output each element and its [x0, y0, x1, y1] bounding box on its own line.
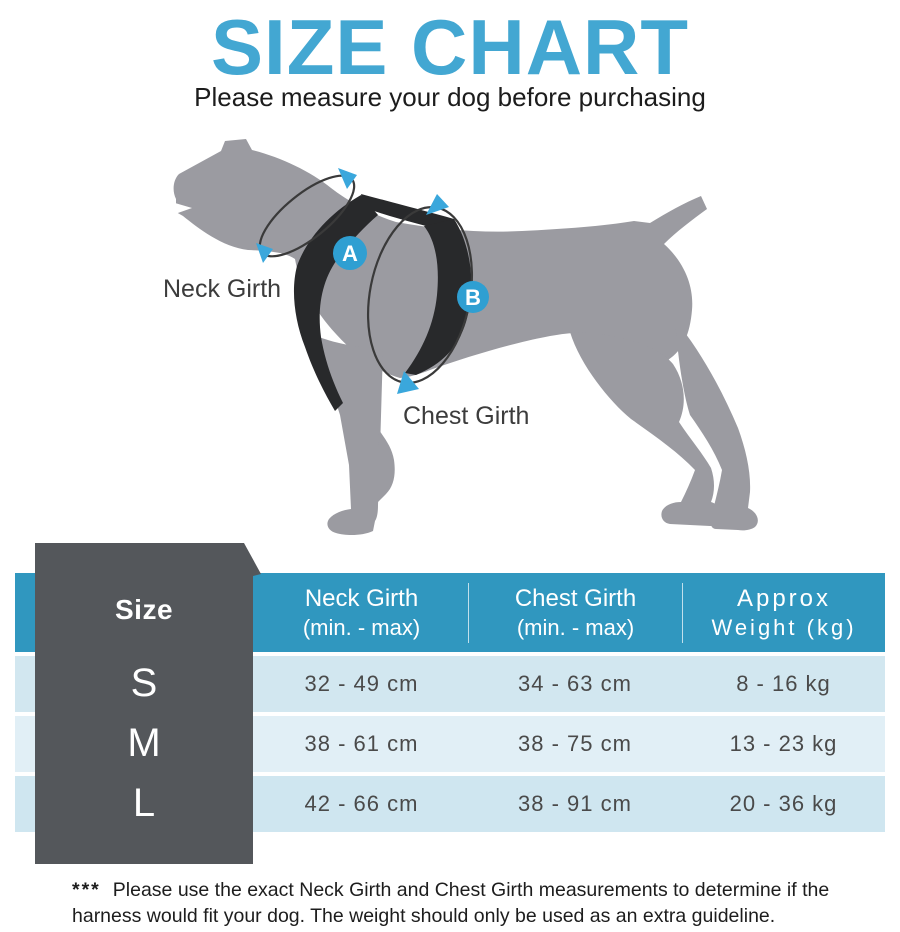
dog-mouth-notch: [175, 203, 192, 214]
chest-girth-label: Chest Girth: [403, 402, 529, 430]
cell-m-chest: 38 - 75 cm: [518, 731, 632, 756]
page-title: SIZE CHART: [211, 3, 689, 91]
dog-silhouette: [173, 139, 758, 536]
col-header-approx-weight: Approx Weight (kg): [682, 582, 885, 643]
cell-s-chest: 34 - 63 cm: [518, 671, 632, 696]
size-column-header: Size: [114, 594, 174, 625]
cell-l-weight: 20 - 36 kg: [729, 791, 838, 816]
size-label-l: L: [132, 781, 156, 825]
cell-m-weight: 13 - 23 kg: [729, 731, 838, 756]
col-header-chest-girth: Chest Girth (min. - max): [468, 582, 682, 643]
rear-leg-near: [570, 332, 725, 526]
footnote-text: Please use the exact Neck Girth and Ches…: [72, 879, 830, 927]
cell-l-neck: 42 - 66 cm: [304, 791, 419, 816]
size-column-box: [35, 543, 261, 864]
front-leg-far: [378, 430, 395, 502]
page-subtitle: Please measure your dog before purchasin…: [194, 82, 706, 112]
col-header-neck-girth: Neck Girth (min. - max): [302, 584, 421, 640]
cell-m-neck: 38 - 61 cm: [304, 731, 419, 756]
footnote-stars: ***: [72, 879, 101, 901]
cell-s-weight: 8 - 16 kg: [736, 671, 831, 696]
footnote: *** Please use the exact Neck Girth and C…: [72, 877, 887, 929]
badge-a: A: [333, 236, 367, 270]
measure-arrow-icon: [397, 371, 419, 394]
cell-s-neck: 32 - 49 cm: [304, 671, 419, 696]
measure-arrow-icon: [256, 243, 273, 263]
rear-leg-far: [675, 320, 758, 531]
measure-arrow-icon: [338, 168, 357, 189]
size-label-s: S: [130, 661, 158, 705]
cell-l-chest: 38 - 91 cm: [518, 791, 632, 816]
svg-text:B: B: [465, 285, 481, 310]
svg-text:A: A: [342, 241, 358, 266]
neck-girth-label: Neck Girth: [163, 275, 281, 303]
measure-arrow-icon: [426, 194, 449, 215]
badge-b: B: [457, 281, 489, 313]
size-label-m: M: [127, 721, 161, 765]
